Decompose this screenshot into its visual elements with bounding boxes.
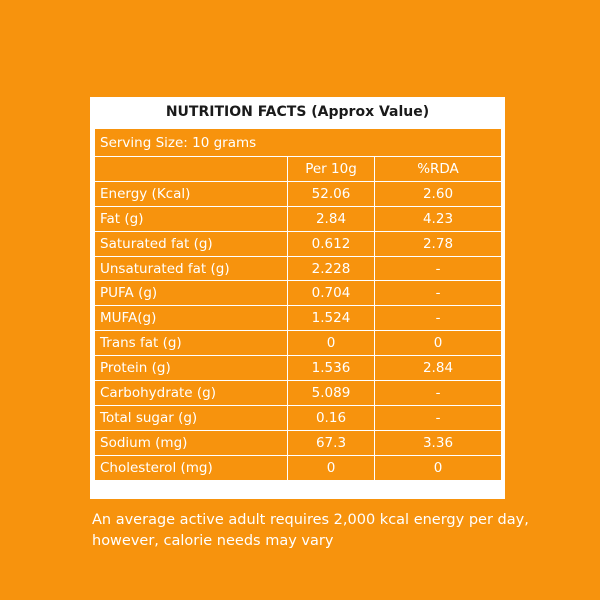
nutrient-name-cell: PUFA (g)	[94, 280, 288, 307]
rda-cell: -	[374, 280, 502, 307]
nutrient-name-cell: Sodium (mg)	[94, 429, 288, 456]
per-10g-cell: 52.06	[287, 180, 375, 207]
table-row: PUFA (g) 0.704-	[94, 280, 502, 307]
rda-cell: 2.60	[374, 180, 502, 207]
nutrient-name-cell: Saturated fat (g)	[94, 230, 288, 257]
rda-cell: 4.23	[374, 205, 502, 232]
header-rda: %RDA	[374, 156, 502, 182]
table-row: Cholesterol (mg) 0 0	[94, 454, 502, 481]
nutrient-name-cell: Fat (g)	[94, 205, 288, 232]
nutrition-facts-panel: NUTRITION FACTS (Approx Value) Serving S…	[90, 97, 505, 499]
serving-size-cell: Serving Size: 10 grams	[94, 128, 502, 157]
nutrient-name-cell: Total sugar (g)	[94, 404, 288, 431]
table-row: Fat (g) 2.84 4.23	[94, 205, 502, 232]
table-row: Protein (g) 1.536 2.84	[94, 355, 502, 382]
nutrition-facts-title: NUTRITION FACTS (Approx Value)	[165, 104, 430, 120]
nutrient-name-cell: Unsaturated fat (g)	[94, 255, 288, 282]
table-row: Sodium (mg) 67.3 3.36	[94, 429, 502, 456]
per-10g-cell: 2.84	[287, 205, 375, 232]
header-per-10g: Per 10g	[287, 156, 375, 182]
nutrient-name-cell: Protein (g)	[94, 355, 288, 382]
rda-cell: 0	[374, 330, 502, 357]
per-10g-cell: 1.524	[287, 305, 375, 332]
table-row: MUFA(g) 1.524-	[94, 305, 502, 332]
rda-cell: -	[374, 380, 502, 406]
header-row: Per 10g %RDA	[94, 156, 502, 182]
nutrient-name-cell: MUFA(g)	[94, 305, 288, 332]
nutrient-name-cell: Energy (Kcal)	[94, 180, 288, 207]
rda-cell: -	[374, 305, 502, 332]
rda-cell: 2.78	[374, 230, 502, 257]
header-empty-cell	[94, 156, 288, 182]
rda-cell: 0	[374, 454, 502, 481]
rda-cell: -	[374, 404, 502, 431]
per-10g-cell: 0.704	[287, 280, 375, 307]
rda-cell: 2.84	[374, 355, 502, 382]
table-row: Total sugar (g) 0.16-	[94, 404, 502, 431]
per-10g-cell: 1.536	[287, 355, 375, 382]
nutrition-table: Serving Size: 10 grams Per 10g %RDA Ener…	[94, 128, 502, 481]
nutrient-name-cell: Trans fat (g)	[94, 330, 288, 357]
per-10g-cell: 5.089	[287, 380, 375, 406]
table-row: Saturated fat (g) 0.612 2.78	[94, 230, 502, 257]
per-10g-cell: 0.612	[287, 230, 375, 257]
per-10g-cell: 2.228	[287, 255, 375, 282]
table-row: Unsaturated fat (g) 2.228-	[94, 255, 502, 282]
nutrient-name-cell: Carbohydrate (g)	[94, 380, 288, 406]
per-10g-cell: 0	[287, 454, 375, 481]
serving-size-row: Serving Size: 10 grams	[94, 128, 502, 157]
rda-cell: 3.36	[374, 429, 502, 456]
table-row: Trans fat (g) 0 0	[94, 330, 502, 357]
table-row: Energy (Kcal) 52.06 2.60	[94, 180, 502, 207]
footnote: An average active adult requires 2,000 k…	[92, 512, 529, 549]
table-row: Carbohydrate (g) 5.089-	[94, 380, 502, 406]
rda-cell: -	[374, 255, 502, 282]
per-10g-cell: 67.3	[287, 429, 375, 456]
per-10g-cell: 0	[287, 330, 375, 357]
per-10g-cell: 0.16	[287, 404, 375, 431]
nutrient-name-cell: Cholesterol (mg)	[94, 454, 288, 481]
